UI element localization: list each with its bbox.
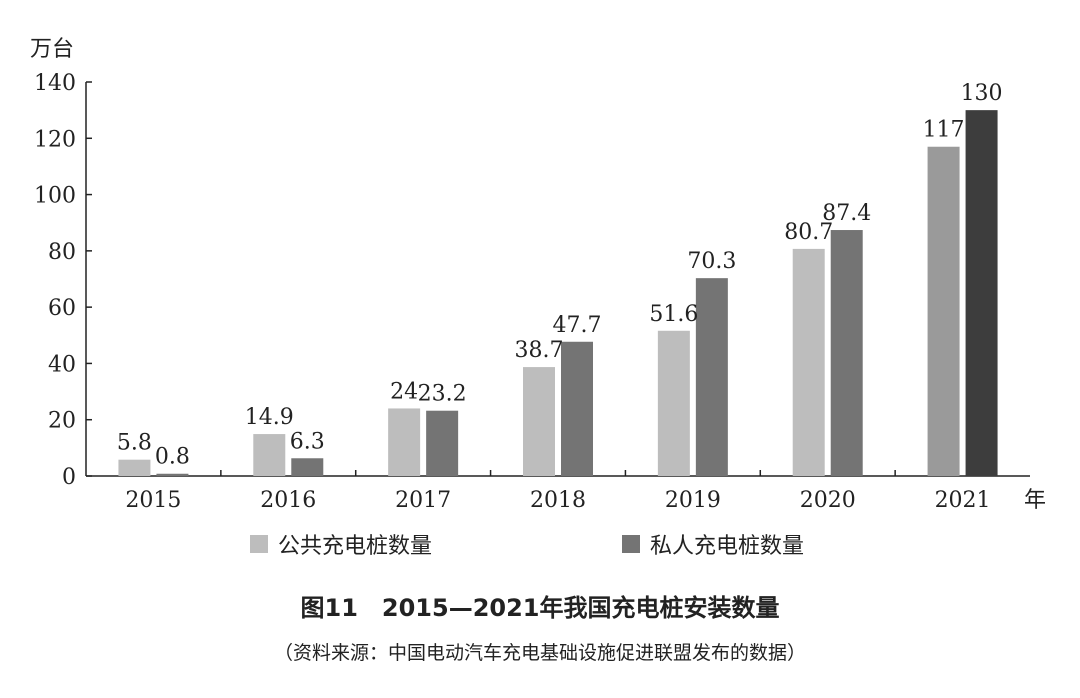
bar-public-2015 xyxy=(118,459,151,476)
data-labels: 5.80.8 14.96.3 24 23.2 38.747.7 51.6 70.3 80.78… xyxy=(117,81,1003,470)
data-label-public-2018: 38.7 xyxy=(515,338,564,363)
x-tick-label: 2020 xyxy=(800,488,856,513)
bar-public-2017 xyxy=(388,408,421,476)
legend-label-public: 公共充电桩数量 xyxy=(278,534,433,559)
data-label-public-2019: 51.6 xyxy=(649,302,698,327)
bar-private-2020 xyxy=(830,230,863,476)
x-tick-label: 2021 xyxy=(935,488,991,513)
data-label-public-2021: 117 xyxy=(923,118,965,143)
data-label-private-2019: 70.3 xyxy=(687,249,736,274)
data-label-private-2016: 6.3 xyxy=(290,429,325,454)
bar-public-2021 xyxy=(927,146,960,476)
x-tick-label: 2017 xyxy=(395,488,451,513)
figure-caption: 图11 2015—2021年我国充电桩安装数量 xyxy=(300,594,780,622)
axes: 0 20 40 60 80 100 120 140 2015 2016 2017 2018 2019 20… xyxy=(34,71,1030,513)
data-label-private-2015: 0.8 xyxy=(155,445,190,470)
bars xyxy=(118,110,998,477)
y-tick-label: 40 xyxy=(48,352,76,377)
y-tick-label: 0 xyxy=(62,465,76,490)
bar-private-2018 xyxy=(561,341,593,476)
data-label-private-2021: 130 xyxy=(961,81,1003,106)
x-tick-label: 2019 xyxy=(665,488,721,513)
legend-swatch-public xyxy=(250,535,268,553)
y-tick-label: 120 xyxy=(34,127,76,152)
bar-public-2020 xyxy=(792,248,825,476)
data-label-public-2020: 80.7 xyxy=(784,220,833,245)
x-tick-label: 2015 xyxy=(125,488,181,513)
x-unit-label: 年 xyxy=(1024,488,1046,513)
data-label-private-2018: 47.7 xyxy=(553,313,602,338)
legend-label-private: 私人充电桩数量 xyxy=(650,534,805,559)
data-label-public-2015: 5.8 xyxy=(117,431,152,456)
y-tick-label: 100 xyxy=(34,184,76,209)
y-tick-label: 80 xyxy=(48,240,76,265)
bar-public-2016 xyxy=(253,434,286,476)
data-label-public-2016: 14.9 xyxy=(245,405,294,430)
bar-private-2019 xyxy=(695,278,728,476)
bar-private-2015 xyxy=(156,473,189,476)
legend-item-private: 私人充电桩数量 xyxy=(622,528,804,560)
legend-item-public: 公共充电桩数量 xyxy=(250,528,432,560)
bar-private-2017 xyxy=(426,410,459,476)
bar-private-2016 xyxy=(291,458,324,476)
source-note: （资料来源：中国电动汽车充电基础设施促进联盟发布的数据） xyxy=(273,642,806,664)
data-label-public-2017: 24 xyxy=(390,379,418,404)
y-tick-label: 140 xyxy=(34,71,76,96)
legend-swatch-private xyxy=(622,535,640,553)
bar-private-2021 xyxy=(965,110,998,477)
x-tick-label: 2016 xyxy=(260,488,316,513)
data-label-private-2017: 23.2 xyxy=(418,382,467,407)
bar-public-2018 xyxy=(523,367,555,476)
y-tick-label: 20 xyxy=(48,409,76,434)
bar-chart: 万台 年 0 20 40 60 80 100 120 140 2015 2016 2017 2018 2… xyxy=(30,37,1046,513)
y-unit-label: 万台 xyxy=(30,37,74,62)
y-tick-label: 60 xyxy=(48,296,76,321)
bar-public-2019 xyxy=(657,330,690,476)
legend: 公共充电桩数量 私人充电桩数量 xyxy=(0,528,1080,564)
data-label-private-2020: 87.4 xyxy=(822,201,871,226)
x-tick-label: 2018 xyxy=(530,488,586,513)
